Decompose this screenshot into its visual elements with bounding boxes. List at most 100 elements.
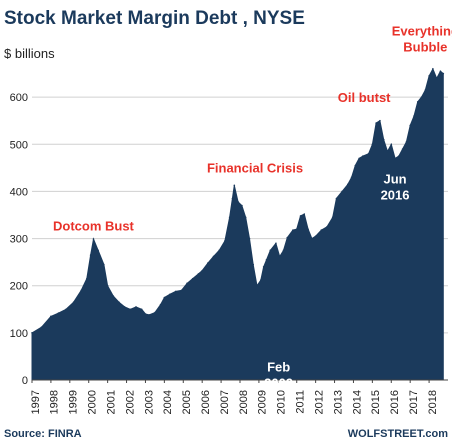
x-tick-label: 2010 (276, 390, 288, 414)
x-tick-label: 2017 (408, 390, 420, 414)
data-point (106, 284, 109, 287)
data-point (282, 249, 285, 252)
data-point (278, 255, 281, 258)
data-point (103, 263, 105, 266)
data-point (201, 269, 203, 272)
data-point (346, 183, 349, 186)
data-point (416, 101, 419, 103)
data-point (275, 242, 277, 245)
data-point (379, 119, 381, 122)
x-tick-label: 2009 (257, 390, 269, 414)
data-point (228, 216, 231, 219)
data-point (256, 284, 258, 287)
data-point (154, 311, 156, 314)
y-tick-label: 100 (10, 328, 28, 340)
data-point (207, 262, 209, 264)
data-point (252, 263, 255, 266)
y-tick-label: 500 (10, 139, 28, 151)
data-point (439, 70, 442, 73)
data-point (424, 89, 427, 91)
data-point (405, 141, 408, 143)
data-point (169, 293, 171, 296)
series-area-layer (31, 67, 445, 381)
x-tick-label: 2016 (389, 390, 401, 414)
data-point (233, 184, 236, 187)
data-point (358, 157, 360, 160)
data-point (112, 295, 115, 297)
data-point (174, 290, 177, 293)
data-point (303, 213, 306, 215)
data-point (248, 237, 251, 240)
data-point (118, 301, 120, 304)
data-point (40, 326, 43, 329)
data-point (97, 249, 99, 252)
x-tick-label: 2013 (332, 390, 344, 414)
x-tick-label: 1997 (30, 390, 42, 414)
data-point (231, 197, 234, 200)
chart-title: Stock Market Margin Debt , NYSE (4, 8, 305, 29)
data-point (335, 197, 338, 200)
data-point (362, 155, 364, 157)
x-tick-label: 2003 (143, 390, 155, 414)
data-point (350, 176, 353, 179)
data-point (163, 296, 166, 299)
data-point (367, 152, 370, 155)
y-tick-label: 400 (10, 186, 28, 198)
data-point (265, 258, 268, 261)
data-point (31, 332, 33, 334)
data-point (386, 150, 389, 153)
data-point (65, 308, 67, 311)
data-point (435, 77, 438, 80)
y-tick-label: 0 (22, 375, 28, 387)
data-point (371, 143, 374, 146)
data-point (286, 236, 289, 239)
data-point (269, 249, 272, 252)
data-point (299, 215, 302, 217)
x-tick-label: 2004 (162, 390, 174, 414)
data-point (432, 68, 434, 70)
x-tick-label: 2001 (105, 390, 117, 414)
data-point (292, 229, 294, 231)
data-point (180, 289, 183, 292)
data-point (86, 277, 88, 280)
data-point (123, 306, 126, 308)
data-point (57, 312, 60, 314)
annotation-label: Oil butst (338, 90, 391, 105)
data-point (80, 289, 82, 292)
data-point (72, 301, 75, 304)
data-point (186, 282, 188, 285)
data-point (244, 216, 247, 219)
annotation-label: Financial Crisis (207, 160, 303, 175)
annotation-label: Feb 2009 (264, 360, 293, 391)
x-tick-label: 1998 (49, 390, 61, 414)
source-note: Source: FINRA (4, 428, 82, 440)
x-tick-label: 2015 (370, 390, 382, 414)
data-point (331, 216, 334, 219)
x-tick-label: 2012 (313, 390, 325, 414)
data-point (197, 273, 200, 275)
data-point (394, 157, 396, 160)
data-point (148, 314, 151, 316)
data-point (428, 75, 430, 77)
annotation-label: EverythingBubble (392, 24, 452, 55)
y-tick-label: 300 (10, 234, 28, 246)
axes: 0 100 200 300 400 500 600 1997 1998 1999 2000 2001 2… (10, 92, 448, 414)
x-tick-label: 2008 (238, 390, 250, 414)
data-point (354, 164, 357, 167)
annotation-label: Dotcom Bust (53, 219, 135, 234)
data-point (241, 204, 243, 207)
data-point (191, 277, 194, 280)
data-point (50, 315, 52, 318)
data-point (144, 313, 147, 315)
data-point (159, 303, 162, 306)
x-tick-label: 1999 (68, 390, 80, 414)
data-point (401, 148, 404, 150)
data-point (92, 238, 95, 240)
x-tick-label: 2000 (87, 390, 99, 414)
x-tick-label: 2002 (124, 390, 136, 414)
data-point (398, 155, 400, 157)
data-point (375, 122, 377, 124)
data-point (135, 306, 137, 308)
